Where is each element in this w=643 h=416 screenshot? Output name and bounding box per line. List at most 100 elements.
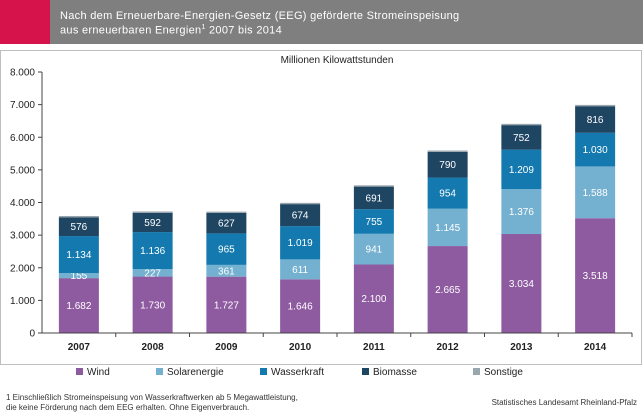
data-label: 155 (71, 271, 88, 282)
legend-swatch (362, 368, 369, 375)
data-label: 752 (513, 133, 530, 144)
data-label: 1.134 (66, 250, 91, 261)
data-label: 1.730 (140, 300, 165, 311)
data-label: 227 (144, 268, 161, 279)
data-label: 1.376 (509, 207, 534, 218)
bar-segment (575, 166, 616, 219)
bar-segment (501, 234, 542, 333)
y-tick-label: 5.000 (10, 165, 35, 176)
bar-segment (353, 185, 394, 187)
bar-segment (58, 278, 99, 333)
chart-title-line1: Nach dem Erneuerbare-Energien-Gesetz (EE… (60, 10, 460, 22)
legend-label: Wasserkraft (271, 367, 324, 378)
bar-segment (280, 204, 321, 227)
data-label: 965 (218, 245, 235, 256)
chart-title-line2-text: aus erneuerbaren Energien (60, 24, 202, 37)
footnote: 1 Einschließlich Stromeinspeisung von Wa… (6, 393, 298, 413)
bar-segment (280, 279, 321, 333)
legend-swatch (156, 368, 163, 375)
bar-segment (427, 208, 468, 247)
data-label: 954 (439, 189, 456, 200)
bar-segment (501, 125, 542, 150)
legend-label: Sonstige (484, 367, 523, 378)
data-label: 674 (292, 211, 309, 222)
bar-segment (206, 264, 247, 277)
legend-label: Wind (87, 367, 110, 378)
data-label: 611 (292, 265, 308, 276)
header-accent-block (0, 0, 50, 44)
chart-title-line2-years: 2007 bis 2014 (205, 24, 283, 37)
bar-segment (132, 211, 173, 213)
bar-segment (501, 123, 542, 126)
bar-segment (132, 276, 173, 333)
bar-segment (575, 132, 616, 167)
data-label: 790 (439, 160, 456, 171)
chart-frame (0, 50, 642, 365)
data-label: 627 (218, 219, 235, 230)
y-tick-label: 1.000 (10, 296, 35, 307)
legend-label: Solarenergie (167, 367, 224, 378)
bar-segment (58, 215, 99, 218)
data-label: 1.136 (140, 246, 165, 257)
bar-segment (206, 212, 247, 234)
unit-label: Millionen Kilowattstunden (281, 55, 394, 66)
x-tick-label: 2012 (437, 342, 460, 353)
footnote-line1: 1 Einschließlich Stromeinspeisung von Wa… (6, 393, 298, 402)
footnote-marker: 1 (201, 24, 206, 31)
x-tick-label: 2011 (363, 342, 385, 353)
legend-label: Biomasse (373, 367, 417, 378)
x-tick-label: 2008 (142, 342, 165, 353)
bar-segment (58, 236, 99, 274)
bar-segment (427, 246, 468, 333)
data-label: 1.019 (288, 238, 313, 249)
data-label: 3.518 (583, 271, 608, 282)
y-tick-label: 7.000 (10, 100, 35, 111)
y-tick-label: 4.000 (10, 198, 35, 209)
data-label: 1.588 (583, 188, 608, 199)
y-tick-label: 8.000 (10, 68, 35, 79)
x-tick-label: 2013 (510, 342, 533, 353)
source-note: Statistisches Landesamt Rheinland-Pfalz (491, 398, 637, 407)
bar-segment (575, 104, 616, 107)
bar-segment (353, 233, 394, 265)
bar-segment (280, 226, 321, 260)
bar-segment (58, 217, 99, 237)
bar-segment (427, 177, 468, 209)
bar-segment (353, 264, 394, 333)
bar-segment (501, 189, 542, 235)
y-tick-label: 2.000 (10, 263, 35, 274)
legend-swatch (260, 368, 267, 375)
data-label: 3.034 (509, 279, 534, 290)
data-label: 361 (218, 266, 235, 277)
bar-segment (280, 202, 321, 205)
bar-segment (353, 209, 394, 234)
bar-segment (575, 218, 616, 333)
data-label: 1.727 (214, 300, 239, 311)
legend-swatch (76, 368, 83, 375)
legend-swatch (473, 368, 480, 375)
bar-segment (353, 186, 394, 210)
x-tick-label: 2014 (584, 342, 607, 353)
bar-segment (206, 233, 247, 265)
bar-segment (206, 211, 247, 213)
data-label: 755 (366, 217, 383, 228)
y-tick-label: 0 (29, 329, 35, 340)
data-label: 592 (144, 218, 161, 229)
y-tick-label: 3.000 (10, 231, 35, 242)
data-label: 2.665 (435, 285, 460, 296)
data-label: 816 (587, 115, 604, 126)
data-label: 1.030 (583, 145, 608, 156)
y-tick-label: 6.000 (10, 133, 35, 144)
x-tick-label: 2010 (289, 342, 312, 353)
x-tick-label: 2007 (68, 342, 91, 353)
footnote-line2: die keine Förderung nach dem EEG erhalte… (6, 403, 250, 412)
bar-segment (132, 212, 173, 233)
bar-segment (58, 273, 99, 279)
chart-title-line2: aus erneuerbaren Energien1 2007 bis 2014 (60, 24, 282, 37)
data-label: 691 (366, 193, 383, 204)
data-label: 1.682 (66, 301, 91, 312)
data-label: 2.100 (361, 294, 386, 305)
bar-segment (501, 149, 542, 190)
data-label: 1.209 (509, 165, 534, 176)
